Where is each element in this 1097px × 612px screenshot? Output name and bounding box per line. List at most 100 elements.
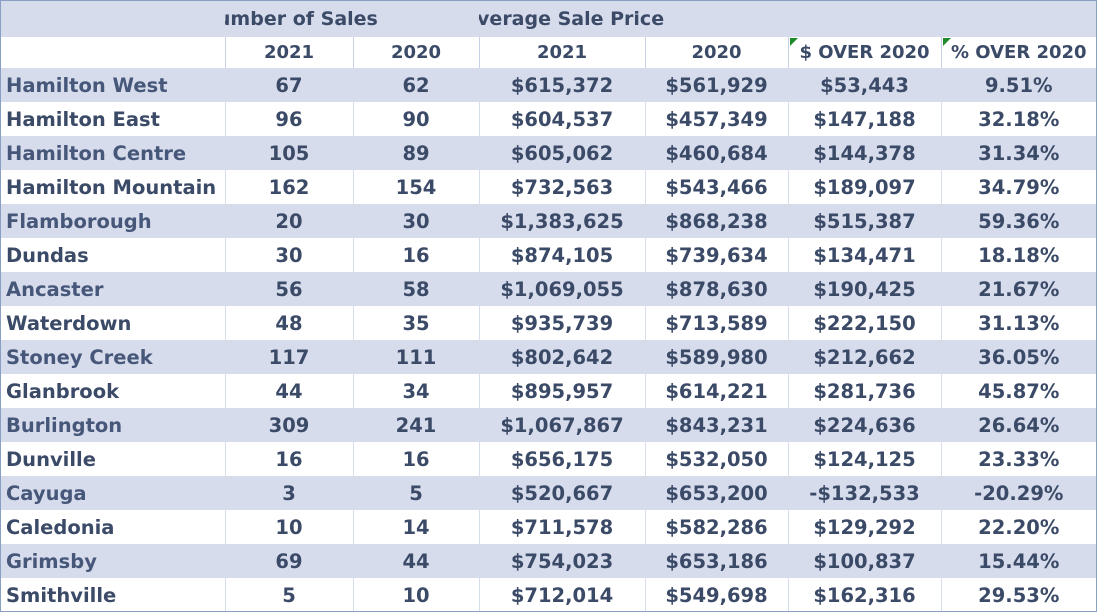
dollar-over-cell: $147,188 [788,102,942,136]
price-2020-cell: $653,200 [645,476,789,510]
price-2020-cell: $582,286 [645,510,789,544]
price-2020-cell: $653,186 [645,544,789,578]
sales-2020-cell: 30 [353,204,480,238]
price-2020-cell: $532,050 [645,442,789,476]
area-cell: Flamborough [1,204,226,238]
price-2020-cell: $589,980 [645,340,789,374]
dollar-over-cell: $53,443 [788,68,942,102]
pct-over-cell: 22.20% [978,515,1060,539]
sales-2020-cell: 14 [353,510,480,544]
price-2021-cell: $615,372 [479,68,646,102]
price-2021-cell: $1,067,867 [479,408,646,442]
price-2021-cell: $1,069,055 [479,272,646,306]
pct-over-cell: 9.51% [941,68,1096,102]
price-2021-cell: $935,739 [479,306,646,340]
table-row: Glanbrook 44 34 $895,957 $614,221 $281,736 45.… [1,374,1096,408]
pct-over-cell: 18.18% [978,243,1060,267]
price-2021-cell: $520,667 [479,476,646,510]
sales-2021-cell: 30 [225,238,354,272]
dollar-over-cell: $144,378 [788,136,942,170]
table-row: Waterdown 48 35 $935,739 $713,589 $222,150 31.… [1,306,1096,340]
sales-2021-cell: 44 [225,374,354,408]
pct-over-header: % OVER 2020 [950,42,1087,63]
area-cell: Hamilton West [1,68,226,102]
price-2021-cell: $604,537 [479,102,646,136]
table-row: Stoney Creek 117 111 $802,642 $589,980 $212,6… [1,340,1096,374]
price-2020-cell: $561,929 [645,68,789,102]
pct-over-header-cell: % OVER 2020 [941,37,1096,68]
pct-over-cell: 26.64% [941,408,1096,442]
price-2020-cell: $543,466 [645,170,789,204]
pct-over-cell: 32.18% [978,107,1060,131]
area-cell: Glanbrook [1,374,226,408]
sales-2020-cell: 34 [353,374,480,408]
sales-2020-cell: 58 [353,272,480,306]
price-2021-cell: $802,642 [479,340,646,374]
price-2021-cell: $874,105 [479,238,646,272]
dollar-over-cell: $100,837 [788,544,942,578]
table-row: Cayuga 3 5 $520,667 $653,200 -$132,533 -20.29% [1,476,1096,510]
area-cell: Burlington [1,408,226,442]
price-2020-cell: $460,684 [645,136,789,170]
comment-flag-icon[interactable] [942,38,951,46]
number-of-sales-header: Number of Sales [225,1,480,37]
sales-2021-cell: 10 [225,510,354,544]
sales-2020-cell: 5 [353,476,480,510]
sales-2020-cell: 111 [353,340,480,374]
dollar-over-cell: $129,292 [788,510,942,544]
area-cell: Stoney Creek [1,340,226,374]
sales-2021-cell: 162 [225,170,354,204]
sales-2020-cell: 241 [353,408,480,442]
sales-2021-cell: 16 [225,442,354,476]
sales-2020-cell: 90 [353,102,480,136]
sales-2021-cell: 20 [225,204,354,238]
area-cell: Hamilton East [1,102,226,136]
pct-over-cell: 34.79% [978,175,1060,199]
price-2020-header: 2020 [645,37,789,68]
group-header-row: Number of Sales Average Sale Price [1,1,1096,37]
sales-2020-header: 2020 [353,37,480,68]
price-2020-cell: $868,238 [645,204,789,238]
price-2021-cell: $712,014 [479,578,646,611]
area-cell: Cayuga [1,476,226,510]
area-cell: Smithville [1,578,226,611]
column-header-row: 2021 2020 2021 2020 $ OVER 2020 % OVER 2… [1,37,1096,68]
price-2021-cell: $605,062 [479,136,646,170]
sales-2021-cell: 309 [225,408,354,442]
price-2021-cell: $732,563 [479,170,646,204]
table-row: Hamilton Mountain 162 154 $732,563 $543,466 $… [1,170,1096,204]
sales-2021-cell: 105 [225,136,354,170]
price-2020-cell: $713,589 [645,306,789,340]
sales-2020-cell: 154 [353,170,480,204]
pct-over-cell: 36.05% [941,340,1096,374]
table-row: Grimsby 69 44 $754,023 $653,186 $100,837 15.44… [1,544,1096,578]
price-2020-cell: $549,698 [645,578,789,611]
pct-over-cell: 21.67% [941,272,1096,306]
dollar-over-cell: $515,387 [788,204,942,238]
table-row: Caledonia 10 14 $711,578 $582,286 $129,292 22.… [1,510,1096,544]
price-2020-cell: $739,634 [645,238,789,272]
sales-2021-cell: 117 [225,340,354,374]
price-2021-cell: $754,023 [479,544,646,578]
sales-2020-cell: 44 [353,544,480,578]
sales-2021-cell: 56 [225,272,354,306]
pct-over-cell: 45.87% [978,379,1060,403]
table-row: Dundas 30 16 $874,105 $739,634 $134,471 18.18% [1,238,1096,272]
sales-2021-cell: 3 [225,476,354,510]
sales-2021-cell: 67 [225,68,354,102]
dollar-over-cell: $134,471 [788,238,942,272]
table-body: Hamilton West 67 62 $615,372 $561,929 $53,443… [1,68,1096,611]
price-2021-cell: $1,383,625 [479,204,646,238]
price-2021-cell: $711,578 [479,510,646,544]
dollar-over-cell: $190,425 [788,272,942,306]
average-sale-price-header: Average Sale Price [479,1,1096,37]
price-2021-cell: $895,957 [479,374,646,408]
blank-corner-cell [1,1,225,37]
dollar-over-cell: $281,736 [788,374,942,408]
comment-flag-icon[interactable] [789,38,798,46]
area-cell: Dundas [1,238,226,272]
sales-2021-cell: 69 [225,544,354,578]
dollar-over-cell: $162,316 [788,578,942,611]
pct-over-cell: 31.34% [941,136,1096,170]
area-cell: Caledonia [1,510,226,544]
